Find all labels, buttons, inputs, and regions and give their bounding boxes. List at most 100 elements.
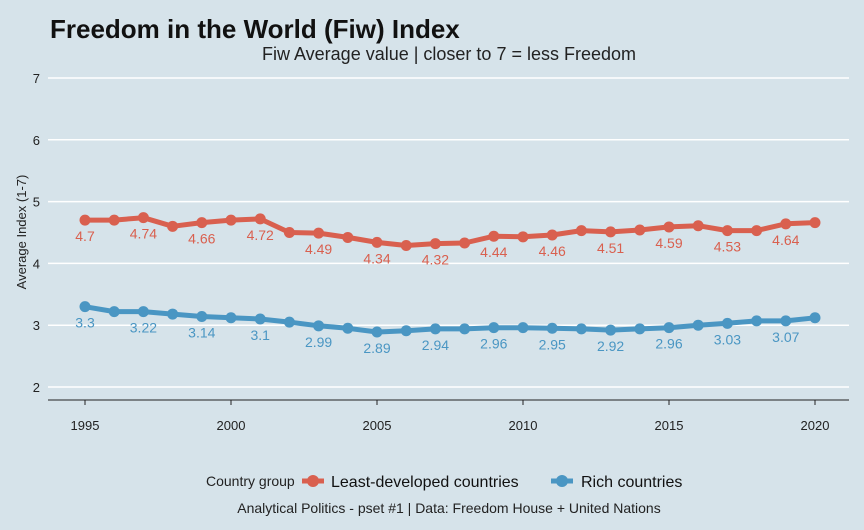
- point-rich-2011: [546, 322, 558, 334]
- point-least-developed-2017: [721, 225, 733, 237]
- point-rich-2013: [605, 324, 617, 336]
- chart-title: Freedom in the World (Fiw) Index: [50, 14, 460, 44]
- point-least-developed-2010: [517, 231, 529, 243]
- x-tick-label-2000: 2000: [217, 418, 246, 433]
- series-least-developed: 4.7 4.74 4.66 4.72 4.49 4.34 4.32 4.44 4.46 4.51 4…: [75, 212, 821, 268]
- point-least-developed-1996: [108, 214, 120, 226]
- point-least-developed-2007: [429, 238, 441, 250]
- y-tick-label-2: 2: [33, 380, 40, 395]
- point-least-developed-2005: [371, 236, 383, 248]
- point-rich-1996: [108, 306, 120, 318]
- data-label-least-developed-2019: 4.64: [772, 232, 799, 248]
- data-label-rich-1997: 3.22: [130, 320, 157, 336]
- data-label-least-developed-1997: 4.74: [130, 226, 157, 242]
- point-least-developed-1998: [167, 220, 179, 232]
- point-rich-1997: [137, 306, 149, 318]
- point-rich-2004: [342, 322, 354, 334]
- gridlines: [48, 77, 849, 388]
- point-rich-1995: [79, 301, 91, 313]
- point-rich-2014: [634, 323, 646, 335]
- data-label-least-developed-2011: 4.46: [539, 243, 566, 259]
- data-label-least-developed-2013: 4.51: [597, 240, 624, 256]
- y-axis-ticks: 2 3 4 5 6 7: [33, 71, 40, 395]
- chart-subtitle: Fiw Average value | closer to 7 = less F…: [262, 44, 636, 64]
- point-rich-2002: [283, 316, 295, 328]
- x-tick-label-2010: 2010: [509, 418, 538, 433]
- point-rich-2017: [721, 317, 733, 329]
- point-least-developed-2002: [283, 227, 295, 238]
- data-label-rich-2001: 3.1: [250, 327, 270, 343]
- x-axis-ticks: 1995 2000 2005 2010 2015 2020: [71, 400, 830, 433]
- point-least-developed-2004: [342, 231, 354, 243]
- legend-title: Country group: [206, 473, 295, 489]
- point-rich-2009: [488, 322, 500, 334]
- point-rich-2012: [575, 323, 587, 335]
- point-rich-2007: [429, 323, 441, 335]
- legend-item-rich: Rich countries: [551, 474, 682, 491]
- point-least-developed-2013: [605, 226, 617, 238]
- point-rich-1998: [167, 308, 179, 320]
- chart-caption: Analytical Politics - pset #1 | Data: Fr…: [237, 500, 660, 516]
- data-label-rich-2003: 2.99: [305, 334, 332, 350]
- point-least-developed-2011: [546, 229, 558, 241]
- y-tick-label-3: 3: [33, 318, 40, 333]
- series-rich: 3.3 3.22 3.14 3.1 2.99 2.89 2.94 2.96 2.95 2.92 2.…: [75, 301, 821, 356]
- y-tick-label-7: 7: [33, 71, 40, 86]
- data-label-least-developed-2009: 4.44: [480, 244, 507, 260]
- legend-marker-rich: [556, 475, 568, 487]
- point-rich-2018: [751, 315, 763, 327]
- point-least-developed-2000: [225, 214, 237, 226]
- legend: Country group Least-developed countries …: [206, 473, 682, 491]
- data-label-least-developed-2007: 4.32: [422, 252, 449, 268]
- x-tick-label-2020: 2020: [801, 418, 830, 433]
- point-least-developed-2009: [488, 230, 500, 242]
- point-least-developed-1997: [137, 212, 149, 224]
- point-least-developed-2015: [663, 221, 675, 233]
- data-label-rich-2005: 2.89: [363, 340, 390, 356]
- data-label-rich-1999: 3.14: [188, 325, 215, 341]
- point-least-developed-2001: [254, 213, 266, 225]
- data-label-rich-2013: 2.92: [597, 338, 624, 354]
- point-least-developed-2020: [809, 217, 821, 229]
- data-label-least-developed-2017: 4.53: [714, 239, 741, 255]
- data-label-rich-2011: 2.95: [539, 336, 566, 352]
- x-tick-label-2005: 2005: [363, 418, 392, 433]
- data-label-least-developed-2003: 4.49: [305, 241, 332, 257]
- y-tick-label-6: 6: [33, 133, 40, 148]
- data-label-rich-2009: 2.96: [480, 336, 507, 352]
- point-rich-2015: [663, 322, 675, 334]
- y-tick-label-5: 5: [33, 195, 40, 210]
- legend-label-rich: Rich countries: [581, 474, 682, 491]
- point-rich-2001: [254, 313, 266, 325]
- point-least-developed-2019: [780, 218, 792, 230]
- point-rich-2019: [780, 315, 792, 327]
- legend-marker-least-developed: [307, 475, 319, 487]
- x-tick-label-2015: 2015: [655, 418, 684, 433]
- data-label-least-developed-2015: 4.59: [655, 235, 682, 251]
- data-label-rich-2007: 2.94: [422, 337, 449, 353]
- point-least-developed-2016: [692, 220, 704, 232]
- point-rich-2003: [313, 320, 325, 332]
- point-rich-2010: [517, 322, 529, 334]
- legend-label-least-developed: Least-developed countries: [331, 474, 519, 491]
- legend-item-least-developed: Least-developed countries: [302, 474, 519, 491]
- point-least-developed-2014: [634, 224, 646, 236]
- point-rich-2016: [692, 319, 704, 331]
- point-least-developed-2008: [459, 237, 471, 249]
- series-layer: 4.7 4.74 4.66 4.72 4.49 4.34 4.32 4.44 4.46 4.51 4…: [75, 212, 821, 356]
- point-least-developed-2012: [575, 225, 587, 237]
- data-label-least-developed-2001: 4.72: [247, 227, 274, 243]
- y-tick-label-4: 4: [33, 256, 40, 271]
- point-least-developed-2006: [400, 239, 412, 251]
- point-least-developed-2018: [751, 225, 763, 237]
- point-least-developed-1999: [196, 217, 208, 229]
- data-label-least-developed-1999: 4.66: [188, 231, 215, 247]
- data-label-least-developed-2005: 4.34: [363, 250, 390, 266]
- data-label-rich-2015: 2.96: [655, 336, 682, 352]
- point-rich-2005: [371, 326, 383, 338]
- point-rich-2000: [225, 312, 237, 324]
- point-rich-1999: [196, 311, 208, 323]
- data-label-rich-1995: 3.3: [75, 315, 95, 331]
